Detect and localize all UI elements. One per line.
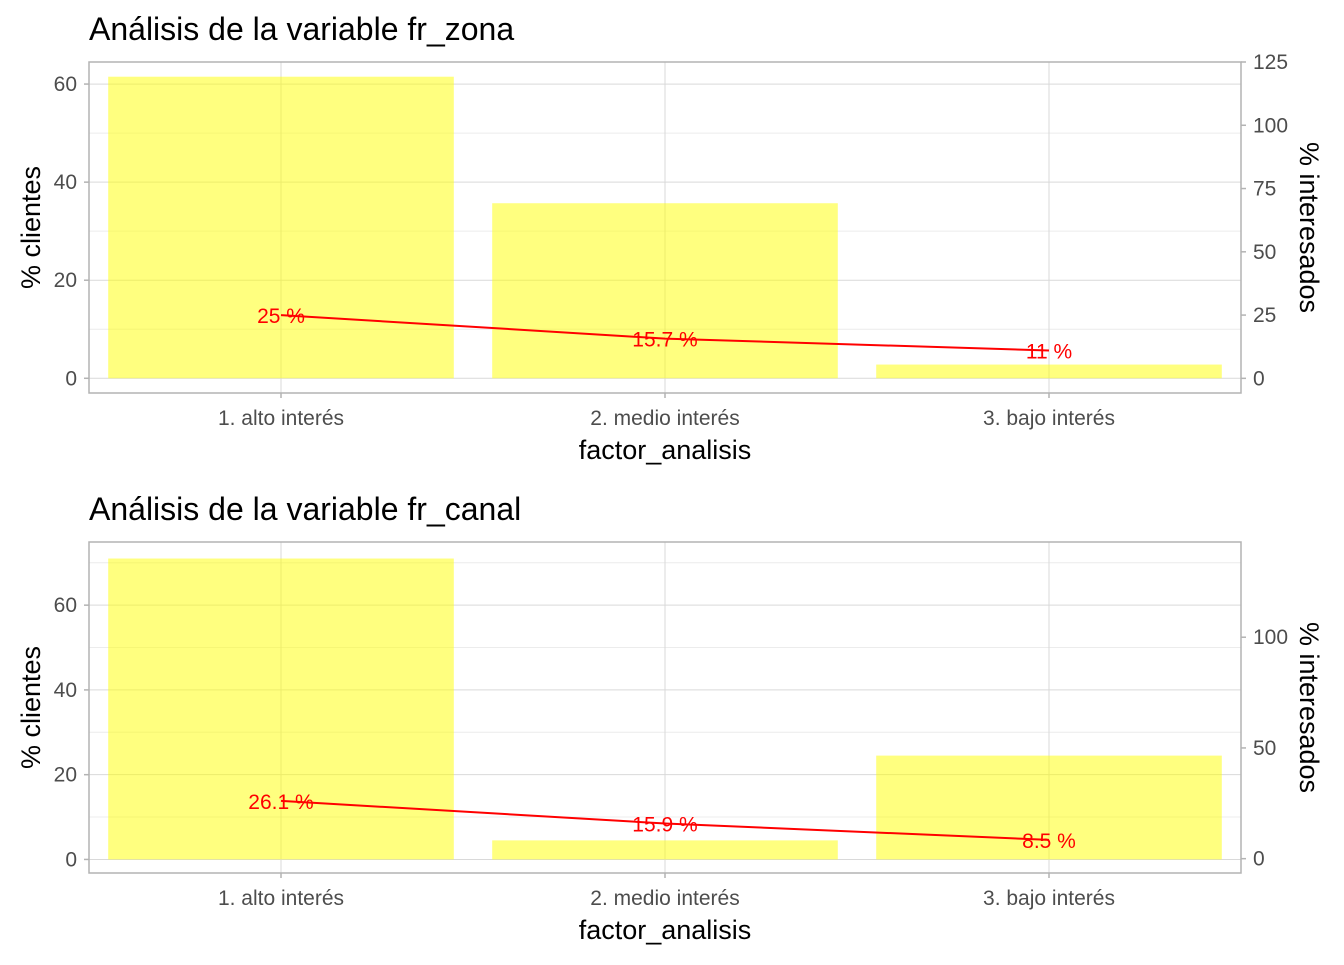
bar bbox=[876, 755, 1222, 860]
x-axis-title: factor_analisis bbox=[579, 435, 752, 465]
y-tick-label: 0 bbox=[65, 367, 77, 390]
bar bbox=[492, 203, 838, 379]
line-series bbox=[280, 799, 1050, 841]
x-tick-label: 3. bajo interés bbox=[983, 407, 1115, 430]
bar bbox=[108, 558, 454, 860]
x-tick-label: 2. medio interés bbox=[590, 887, 739, 910]
chart-panel-1: Análisis de la variable fr_zona 25 % 15.7 … bbox=[16, 11, 1324, 465]
chart-title: Análisis de la variable fr_zona bbox=[89, 11, 514, 47]
y2-tick-label: 0 bbox=[1253, 848, 1265, 871]
line-series bbox=[280, 314, 1050, 352]
y2-tick-label: 100 bbox=[1253, 114, 1288, 137]
data-label: 15.9 % bbox=[632, 813, 697, 836]
y2-tick-label: 50 bbox=[1253, 241, 1276, 264]
y2-axis-title: % interesados bbox=[1294, 622, 1324, 793]
y2-tick-label: 0 bbox=[1253, 367, 1265, 390]
y-tick-label: 0 bbox=[65, 848, 77, 871]
x-tick-label: 2. medio interés bbox=[590, 407, 739, 430]
data-label: 26.1 % bbox=[248, 791, 313, 814]
y2-axis-title: % interesados bbox=[1294, 142, 1324, 313]
y2-tick-label: 75 bbox=[1253, 178, 1276, 201]
x-axis-title: factor_analisis bbox=[579, 915, 752, 945]
y-tick-label: 60 bbox=[54, 594, 77, 617]
data-label: 8.5 % bbox=[1022, 830, 1076, 853]
bar bbox=[492, 840, 838, 860]
bar bbox=[108, 76, 454, 379]
y2-tick-label: 50 bbox=[1253, 737, 1276, 760]
y-axis-title: % clientes bbox=[16, 646, 46, 769]
data-label: 11 % bbox=[1026, 341, 1072, 364]
y-tick-label: 40 bbox=[54, 171, 77, 194]
data-label: 25 % bbox=[257, 305, 305, 328]
y-tick-label: 20 bbox=[54, 269, 77, 292]
x-tick-label: 1. alto interés bbox=[218, 887, 344, 910]
y-tick-label: 40 bbox=[54, 679, 77, 702]
y-tick-label: 60 bbox=[54, 73, 77, 96]
y2-tick-label: 125 bbox=[1253, 51, 1288, 74]
data-label: 15.7 % bbox=[632, 329, 697, 352]
chart-title: Análisis de la variable fr_canal bbox=[89, 491, 521, 527]
y-axis-title: % clientes bbox=[16, 166, 46, 289]
x-tick-label: 1. alto interés bbox=[218, 407, 344, 430]
x-tick-label: 3. bajo interés bbox=[983, 887, 1115, 910]
chart-panel-2: Análisis de la variable fr_canal 26.1 % 15… bbox=[16, 491, 1324, 945]
y-tick-label: 20 bbox=[54, 764, 77, 787]
y2-tick-label: 100 bbox=[1253, 626, 1288, 649]
y2-tick-label: 25 bbox=[1253, 304, 1276, 327]
bar bbox=[876, 364, 1222, 379]
